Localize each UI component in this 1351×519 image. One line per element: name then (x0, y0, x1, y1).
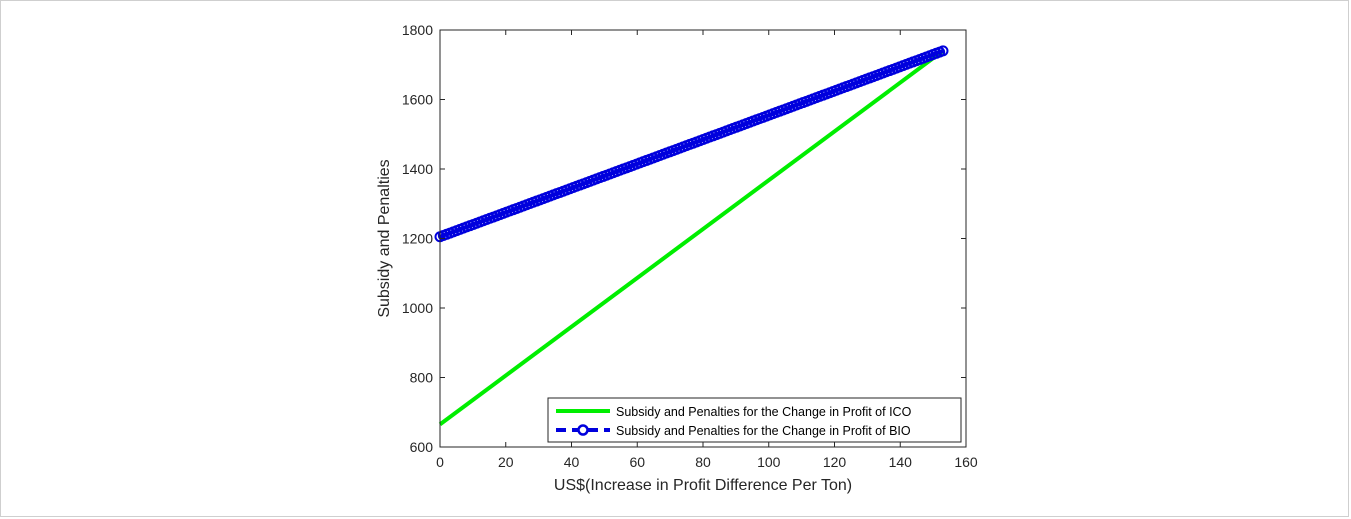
series-marker-1 (937, 45, 949, 57)
x-tick-label: 0 (436, 454, 444, 470)
legend-box (547, 397, 962, 443)
x-tick-label: 40 (564, 454, 580, 470)
y-axis-label: Subsidy and Penalties (376, 159, 393, 317)
x-tick-label: 60 (629, 454, 645, 470)
series-line-0 (438, 49, 945, 427)
legend-entry-bio: Subsidy and Penalties for the Change in … (616, 424, 911, 438)
x-tick-label: 160 (954, 454, 978, 470)
legend: Subsidy and Penalties for the Change in … (547, 397, 962, 443)
x-tick-label: 140 (889, 454, 913, 470)
y-tick-label: 1000 (402, 300, 433, 316)
y-tick-label: 1800 (402, 22, 433, 38)
x-tick-label: 80 (695, 454, 711, 470)
legend-marker-bio (577, 424, 589, 436)
y-tick-label: 1200 (402, 231, 433, 247)
y-tick-label: 600 (410, 439, 434, 455)
x-tick-label: 20 (498, 454, 514, 470)
x-tick-label: 120 (823, 454, 847, 470)
y-tick-label: 1600 (402, 92, 433, 108)
x-axis-label: US$(Increase in Profit Difference Per To… (554, 477, 852, 494)
x-tick-label: 100 (757, 454, 781, 470)
marks-layer (434, 45, 949, 427)
ticks-layer: 0 20 40 60 80 100 120 140 160 600 800 1000 1200 1400 1… (402, 22, 978, 470)
y-tick-label: 1400 (402, 161, 433, 177)
y-tick-label: 800 (410, 370, 434, 386)
legend-entry-ico: Subsidy and Penalties for the Change in … (616, 405, 912, 419)
